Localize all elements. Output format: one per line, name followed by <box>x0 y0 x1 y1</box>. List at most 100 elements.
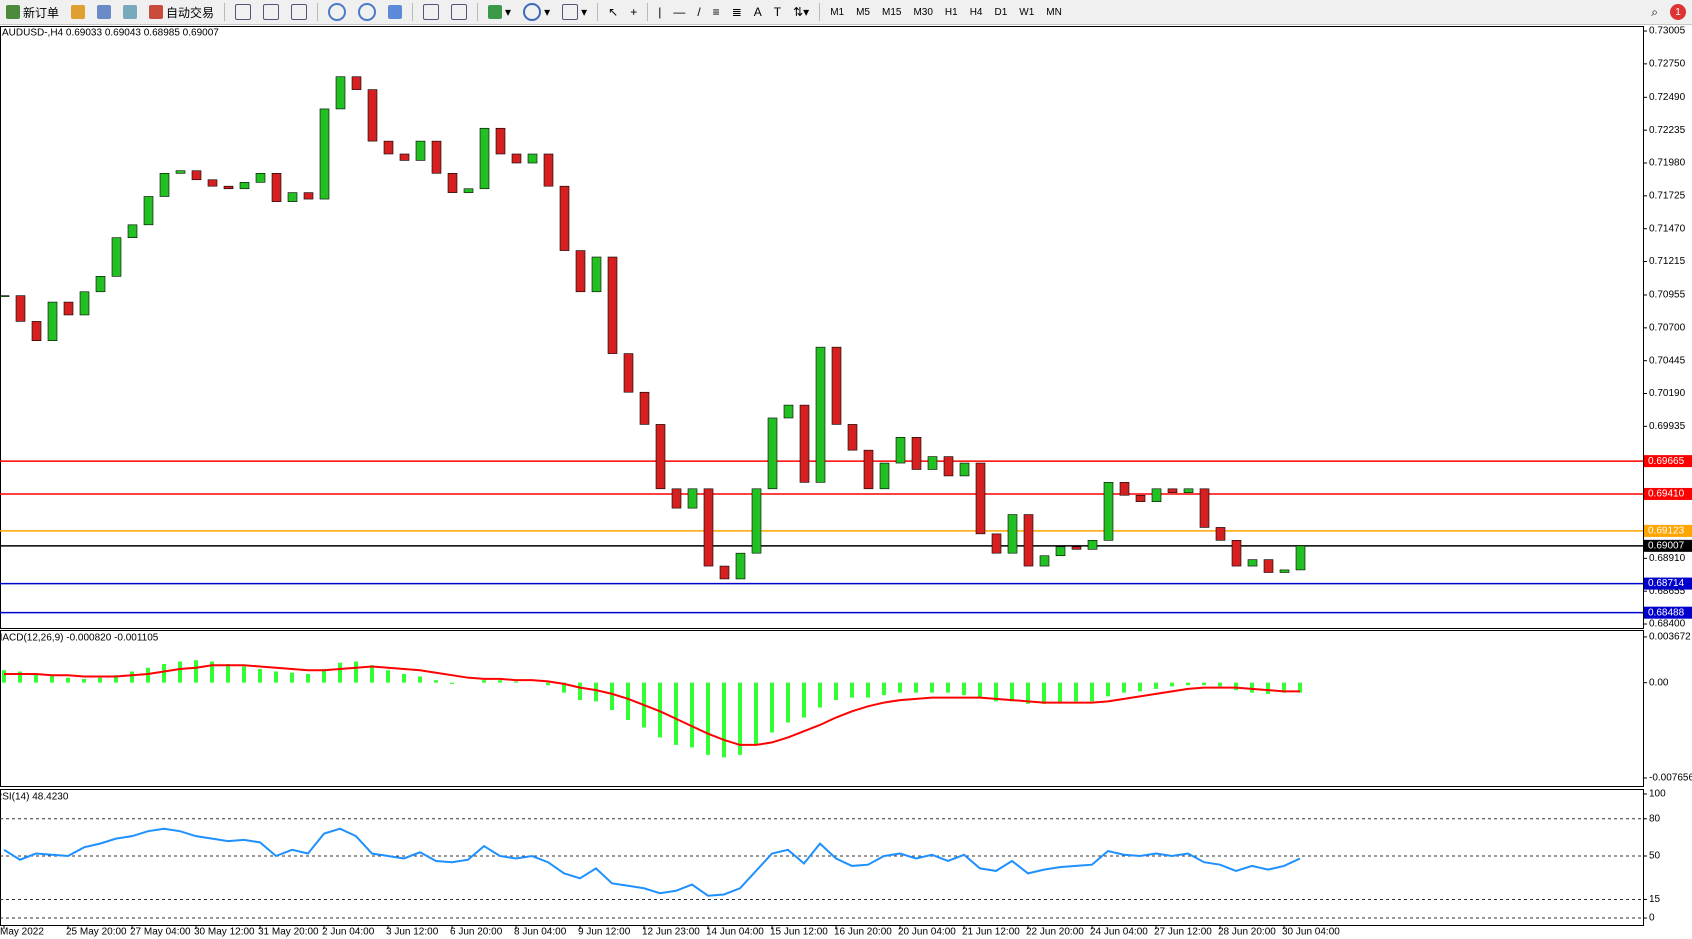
horizontal-line[interactable]: — <box>673 5 686 19</box>
indicator-title: RSI(14) 48.4230 <box>0 792 69 803</box>
trendline[interactable]: / <box>697 5 701 19</box>
candle <box>223 185 234 190</box>
candle <box>431 140 442 174</box>
candle <box>1071 546 1082 550</box>
candle <box>1295 545 1306 571</box>
price-level-tag <box>1644 577 1692 590</box>
macd-bar <box>274 671 278 683</box>
crosshair[interactable]: + <box>630 5 638 19</box>
tool-button[interactable] <box>285 1 313 23</box>
icon <box>291 4 308 20</box>
candle <box>383 140 394 155</box>
candle <box>879 462 890 490</box>
arrows[interactable]: ⇅▾ <box>793 5 810 19</box>
y-tick-label: 0.71980 <box>1649 158 1686 169</box>
macd-bar <box>1138 682 1142 692</box>
macd-bar <box>850 682 854 698</box>
auto-trade-button[interactable]: 自动交易 <box>143 1 220 23</box>
tool-button[interactable] <box>445 1 473 23</box>
timeframe-button[interactable]: M5 <box>856 6 870 18</box>
candle <box>319 108 330 200</box>
timeframe-button[interactable]: W1 <box>1019 6 1035 18</box>
macd-bar <box>386 670 390 683</box>
y-tick-label: 50 <box>1649 851 1661 862</box>
tool-button[interactable] <box>257 1 285 23</box>
tile[interactable] <box>382 1 408 23</box>
macd-bar <box>1266 682 1270 694</box>
channel[interactable]: ≡ <box>712 5 720 19</box>
macd-bar <box>562 682 566 693</box>
x-tick-label: 21 Jun 12:00 <box>962 927 1020 938</box>
candle <box>735 552 746 580</box>
label: 新订单 <box>23 5 60 20</box>
y-tick-label: 0.72750 <box>1649 58 1686 69</box>
candle <box>1247 559 1258 567</box>
y-tick-label: 0.71470 <box>1649 223 1686 234</box>
y-tick-label: 0.70190 <box>1649 388 1686 399</box>
zoom-out[interactable] <box>352 1 382 23</box>
tool-button[interactable] <box>229 1 257 23</box>
search[interactable]: ⌕ <box>1651 4 1658 19</box>
tool-button[interactable] <box>91 1 117 23</box>
label-tool[interactable]: T <box>773 5 782 19</box>
price-level-label: 0.69410 <box>1648 489 1685 500</box>
text-tool[interactable]: A <box>753 5 762 19</box>
timeframe-button[interactable]: M30 <box>913 6 933 18</box>
y-tick-label: 0.003672 <box>1649 632 1691 643</box>
timeframe-button[interactable]: D1 <box>994 6 1008 18</box>
x-tick-label: 20 Jun 04:00 <box>898 927 956 938</box>
timeframe-button[interactable]: M15 <box>882 6 902 18</box>
candle <box>1199 488 1210 528</box>
candle <box>1279 569 1290 573</box>
x-tick-label: 24 Jun 04:00 <box>1090 927 1148 938</box>
separator <box>317 3 319 21</box>
macd-bar <box>210 661 214 683</box>
cursor[interactable]: ↖ <box>608 5 619 19</box>
separator <box>819 3 821 21</box>
macd-bar <box>802 682 806 718</box>
panel-frame <box>0 26 1644 629</box>
price-level-label: 0.68714 <box>1648 578 1685 589</box>
periods[interactable]: ▾ <box>517 1 556 23</box>
macd-bar <box>706 682 710 755</box>
notifications[interactable]: 1 <box>1664 1 1692 23</box>
signal-line <box>4 664 1300 746</box>
candle <box>575 250 586 293</box>
macd-bar <box>1298 682 1302 693</box>
macd-bar <box>866 682 870 698</box>
candle <box>1231 540 1242 567</box>
fibo[interactable]: ≣ <box>731 5 742 19</box>
vertical-line[interactable]: | <box>658 5 662 19</box>
tool-button[interactable] <box>117 1 143 23</box>
candle <box>1167 488 1178 493</box>
timeframe-button[interactable]: MN <box>1046 6 1062 18</box>
macd-bar <box>722 682 726 758</box>
tool-button[interactable] <box>65 1 91 23</box>
macd-bar <box>18 671 22 683</box>
timeframe-button[interactable]: M1 <box>830 6 845 18</box>
timeframe-button[interactable]: H1 <box>944 6 958 18</box>
candle <box>95 276 106 293</box>
icon <box>388 5 403 19</box>
candle <box>511 153 522 164</box>
zoom-in[interactable] <box>322 1 352 23</box>
timeframe-button[interactable]: H4 <box>969 6 983 18</box>
candle <box>991 533 1002 554</box>
candle <box>1263 559 1274 573</box>
macd-bar <box>914 682 918 693</box>
price-level-label: 0.69007 <box>1648 540 1685 551</box>
tool-button[interactable] <box>417 1 445 23</box>
macd-bar <box>434 680 438 683</box>
candle <box>303 192 314 200</box>
macd-bar <box>674 682 678 745</box>
candle <box>591 256 602 293</box>
new-order-button[interactable]: 新订单 <box>0 1 65 23</box>
indicators[interactable]: ▾ <box>482 1 517 23</box>
y-tick-label: 0.70445 <box>1649 355 1686 366</box>
candle <box>31 321 42 342</box>
macd-bar <box>1042 682 1046 704</box>
macd-bar <box>114 675 118 683</box>
macd-bar <box>594 682 598 702</box>
templates[interactable]: ▾ <box>556 1 593 23</box>
x-tick-label: 27 Jun 12:00 <box>1154 927 1212 938</box>
